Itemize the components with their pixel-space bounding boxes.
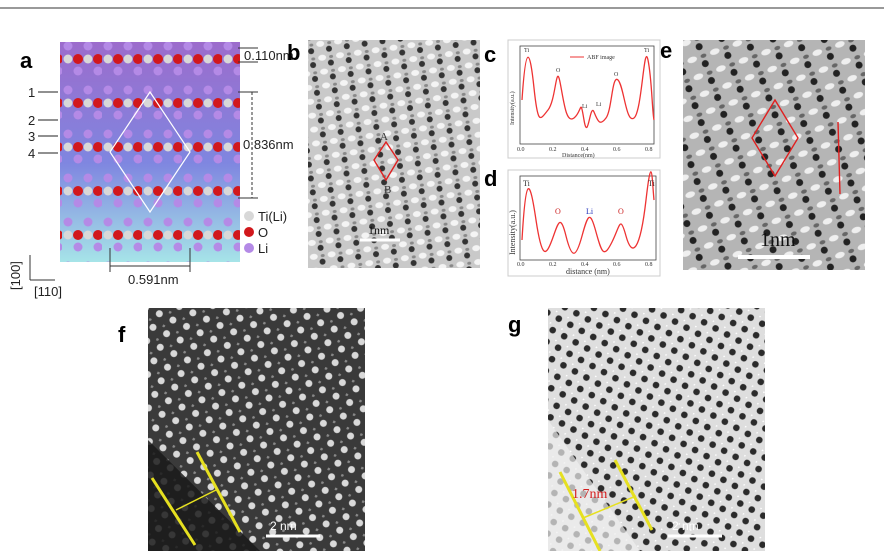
figure: a 0.110nm 0.836nm 0.591nm 1 2 3 4 Ti(Li)… [0,0,884,551]
point-label: A [380,131,388,143]
x-tick-label: 0.8 [645,147,653,153]
peak-label: Li [586,207,594,216]
legend-label: ABF image [587,55,615,61]
peak-label: Li [582,104,588,110]
plot-bg [508,40,660,158]
x-tick-label: 0.2 [549,147,557,153]
x-tick-label: 0.4 [581,147,589,153]
panel-label: g [508,312,521,337]
axis-label: [100] [8,261,23,290]
legend-swatch [244,211,254,221]
point-label: B [384,184,391,196]
x-tick-label: 0.6 [613,147,621,153]
row-label: 3 [28,129,35,144]
x-axis-label: distance (nm) [566,267,610,276]
scale-label: 1nm [760,229,796,251]
dimension: 0.836nm [243,137,294,152]
panel-label: e [660,38,672,63]
peak-label: Ti [648,179,656,188]
peak-label: Ti [644,48,649,54]
peak-label: O [614,72,619,78]
x-tick-label: 0.6 [613,262,621,268]
legend-label: O [258,225,268,240]
scale-label: 2 nm [270,519,297,533]
x-tick-label: 0.0 [517,262,525,268]
x-tick-label: 0.0 [517,147,525,153]
peak-label: O [556,68,561,74]
peak-label: O [618,207,624,216]
legend-label: Ti(Li) [258,209,287,224]
legend-label: Li [258,241,268,256]
peak-label: O [555,207,561,216]
width-label: 1.7nm [572,487,608,502]
x-tick-label: 0.8 [645,262,653,268]
row-markers [38,92,58,153]
panel-label: c [484,42,496,67]
peak-label: Li [596,102,602,108]
axis-label: [110] [34,284,62,299]
row-label: 1 [28,85,35,100]
panel-label: f [118,322,126,347]
atom-lattice [60,42,240,262]
x-tick-label: 0.4 [581,262,589,268]
panel-label: a [20,48,33,73]
x-axis-label: Distance(nm) [562,152,595,159]
peak-label: Ti [524,48,529,54]
row-label: 2 [28,113,35,128]
x-tick-label: 0.2 [549,262,557,268]
peak-label: Ti [523,179,531,188]
legend-swatch [244,243,254,253]
y-axis-label: Intensity(a.u.) [508,210,517,255]
panel-label: b [287,40,300,65]
y-axis-label: Intensity(a.u.) [509,91,516,125]
scale-label: 2 nm [672,519,699,533]
dimension: 0.591nm [128,272,179,287]
scale-label: 1nm [368,223,390,237]
panel-label: d [484,166,497,191]
row-label: 4 [28,146,35,161]
legend-swatch [244,227,254,237]
